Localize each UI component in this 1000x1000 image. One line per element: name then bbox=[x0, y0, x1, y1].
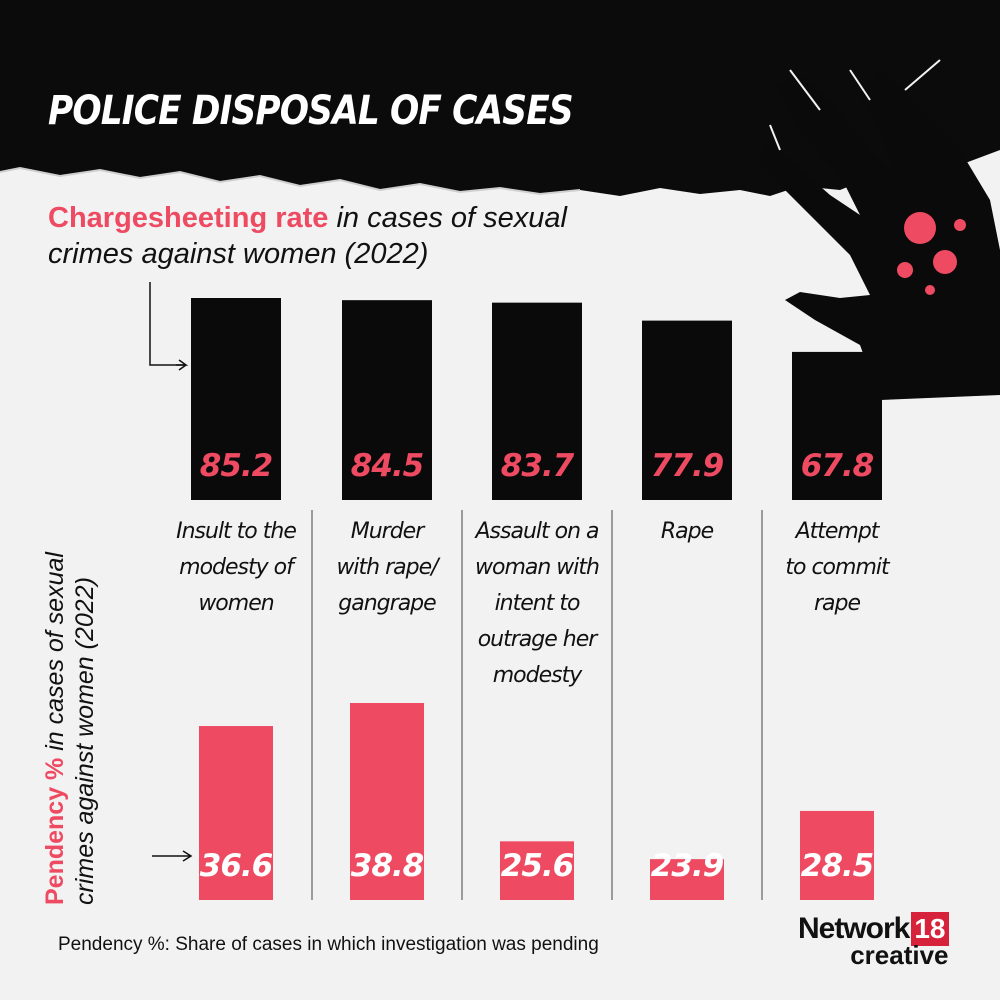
category-label: Attempt to commit rape bbox=[785, 519, 889, 616]
chargesheet-value-label: 67.8 bbox=[801, 448, 874, 484]
pendency-bar bbox=[650, 859, 724, 900]
pendency-bar bbox=[350, 703, 424, 900]
chargesheet-value-label: 77.9 bbox=[651, 448, 724, 484]
chargesheet-bars: 85.2 84.5 83.7 77.9 67.8 bbox=[191, 298, 882, 500]
chargesheet-heading: Chargesheeting rate in cases of sexual c… bbox=[48, 200, 648, 272]
connector-lines bbox=[149, 282, 193, 862]
pendency-heading-highlight: Pendency % bbox=[41, 757, 69, 905]
brand-number: 18 bbox=[911, 912, 949, 946]
chargesheet-bar bbox=[792, 351, 882, 500]
chargesheet-bar bbox=[492, 302, 582, 500]
chargesheet-bar bbox=[342, 300, 432, 500]
chargesheet-heading-rest: in cases of sexual crimes against women … bbox=[48, 202, 567, 270]
chargesheet-heading-highlight: Chargesheeting rate bbox=[48, 202, 329, 234]
chargesheet-bar bbox=[642, 320, 732, 500]
pendency-bars: 36.6 38.8 25.6 23.9 28.5 bbox=[199, 703, 874, 900]
pendency-heading: Pendency % in cases of sexual crimes aga… bbox=[40, 545, 165, 905]
pendency-bar bbox=[800, 810, 874, 900]
chargesheet-bar bbox=[191, 298, 281, 500]
pendency-bar bbox=[199, 726, 273, 900]
chargesheet-value-label: 85.2 bbox=[200, 448, 273, 484]
pendency-value-label: 23.9 bbox=[651, 848, 724, 884]
pendency-value-label: 36.6 bbox=[200, 848, 273, 884]
torn-header-band bbox=[0, 0, 1000, 196]
category-label: Insult to the modesty of women bbox=[176, 519, 297, 616]
main-title: POLICE DISPOSAL OF CASES bbox=[48, 88, 574, 134]
category-label: Murder with rape/ gangrape bbox=[336, 519, 438, 616]
pendency-bar bbox=[500, 841, 574, 900]
chargesheet-value-label: 83.7 bbox=[501, 448, 575, 484]
pendency-value-label: 38.8 bbox=[351, 848, 424, 884]
brand-logo: Network 18 creative bbox=[798, 912, 949, 971]
category-label: Rape bbox=[660, 519, 714, 544]
brand-sub: creative bbox=[850, 940, 949, 970]
pendency-value-label: 28.5 bbox=[801, 848, 874, 884]
pendency-value-label: 25.6 bbox=[501, 848, 574, 884]
hand-splatter-illustration bbox=[760, 59, 1000, 400]
category-label: Assault on a woman with intent to outrag… bbox=[475, 519, 600, 688]
chargesheet-value-label: 84.5 bbox=[351, 448, 424, 484]
column-separators bbox=[311, 510, 763, 900]
brand-name: Network bbox=[798, 912, 910, 945]
footnote: Pendency %: Share of cases in which inve… bbox=[58, 934, 599, 955]
